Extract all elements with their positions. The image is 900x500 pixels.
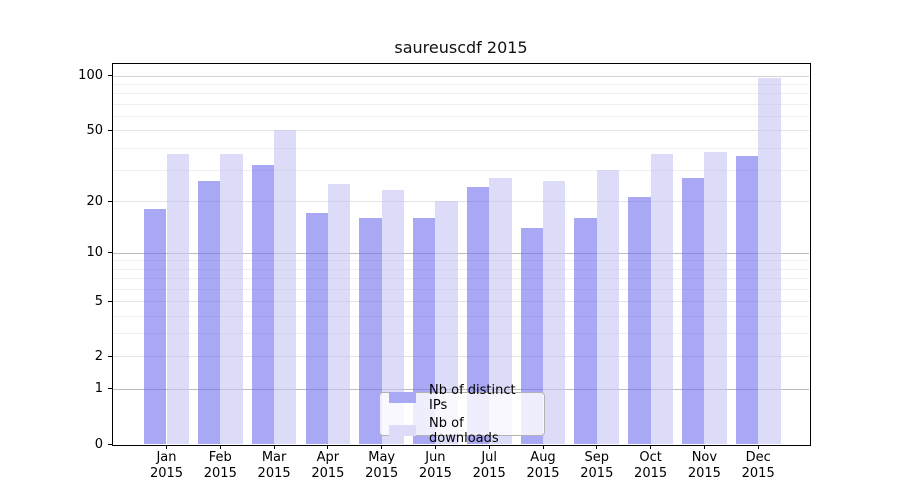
bar-downloads-jun — [435, 201, 458, 444]
gridline-3 — [113, 333, 809, 335]
x-tick-label-aug: Aug 2015 — [526, 450, 560, 481]
x-tick-mark-apr — [327, 445, 329, 449]
bar-ips-mar — [251, 165, 275, 444]
bar-ips-feb — [197, 181, 221, 444]
y-tick-label-1: 1 — [94, 381, 103, 397]
x-tick-label-mar: Mar 2015 — [257, 450, 291, 481]
bar-ips-jan — [144, 209, 167, 444]
bar-ips-dec — [735, 155, 759, 444]
bar-downloads-aug — [543, 181, 566, 444]
bar-ips-jun — [413, 217, 436, 444]
chart-title: saureuscdf 2015 — [394, 38, 528, 57]
legend: Nb of distinct IPs Nb of downloads — [379, 383, 545, 446]
x-tick-mark-aug — [542, 445, 544, 449]
gridline-50 — [113, 130, 809, 132]
y-tick-label-2: 2 — [94, 348, 103, 364]
y-tick-mark-100 — [108, 75, 113, 77]
y-tick-mark-2 — [108, 355, 113, 357]
x-tick-label-jul: Jul 2015 — [472, 450, 506, 481]
x-tick-label-sep: Sep 2015 — [580, 450, 614, 481]
x-tick-label-dec: Dec 2015 — [741, 450, 775, 481]
gridline-6 — [113, 288, 809, 290]
bar-ips-aug — [520, 227, 543, 444]
y-tick-mark-0 — [108, 443, 113, 445]
x-tick-label-oct: Oct 2015 — [634, 450, 668, 481]
legend-swatch-downloads — [389, 425, 416, 436]
legend-label-ips: Nb of distinct IPs — [429, 382, 516, 413]
legend-item-downloads: Nb of downloads — [389, 416, 535, 446]
bar-downloads-sep — [596, 170, 620, 444]
bar-downloads-nov — [704, 151, 727, 444]
x-tick-mark-jul — [488, 445, 490, 449]
bar-ips-sep — [574, 217, 597, 444]
gridline-1 — [113, 388, 809, 390]
y-tick-mark-50 — [108, 129, 113, 131]
legend-item-ips: Nb of distinct IPs — [389, 383, 535, 413]
y-tick-mark-5 — [108, 300, 113, 302]
gridline-70 — [113, 103, 809, 105]
bar-downloads-may — [381, 190, 405, 444]
x-tick-mark-jun — [434, 445, 436, 449]
gridline-4 — [113, 315, 809, 317]
gridline-2 — [113, 356, 809, 358]
x-tick-label-feb: Feb 2015 — [203, 450, 237, 481]
bar-ips-jul — [466, 187, 490, 444]
gridline-20 — [113, 201, 809, 202]
y-tick-label-10: 10 — [86, 245, 103, 261]
y-tick-mark-1 — [108, 388, 113, 390]
x-tick-mark-nov — [703, 445, 705, 449]
gridline-8 — [113, 268, 809, 270]
legend-label-downloads: Nb of downloads — [429, 415, 499, 446]
x-tick-label-may: May 2015 — [365, 450, 399, 481]
bar-downloads-jan — [166, 153, 189, 444]
gridline-40 — [113, 147, 809, 149]
y-tick-mark-10 — [108, 252, 113, 254]
y-tick-label-100: 100 — [78, 68, 103, 84]
gridline-10 — [113, 252, 809, 254]
y-tick-label-50: 50 — [86, 122, 103, 138]
gridline-5 — [113, 301, 809, 302]
bar-downloads-feb — [220, 153, 243, 444]
legend-swatch-ips — [389, 392, 416, 403]
x-tick-mark-oct — [650, 445, 652, 449]
x-tick-label-nov: Nov 2015 — [687, 450, 721, 481]
y-tick-mark-20 — [108, 200, 113, 202]
bar-downloads-mar — [274, 130, 297, 444]
y-tick-label-20: 20 — [86, 193, 103, 209]
y-tick-label-5: 5 — [94, 293, 103, 309]
x-tick-mark-jan — [166, 445, 167, 449]
x-tick-mark-feb — [219, 445, 221, 449]
gridline-9 — [113, 260, 809, 262]
gridline-7 — [113, 278, 809, 280]
y-tick-label-0: 0 — [94, 436, 103, 452]
bar-ips-oct — [628, 197, 651, 444]
bar-downloads-oct — [650, 153, 673, 444]
bar-ips-apr — [305, 213, 328, 444]
gridline-90 — [113, 84, 809, 85]
bar-ips-nov — [682, 178, 705, 444]
x-tick-mark-dec — [757, 445, 759, 449]
x-tick-mark-sep — [596, 445, 598, 449]
x-tick-mark-may — [381, 445, 383, 449]
x-tick-label-jan: Jan 2015 — [149, 450, 184, 481]
gridline-80 — [113, 93, 809, 95]
bar-downloads-dec — [758, 78, 781, 444]
gridline-30 — [113, 170, 809, 171]
x-tick-label-apr: Apr 2015 — [311, 450, 345, 481]
gridline-60 — [113, 115, 809, 117]
x-tick-mark-mar — [273, 445, 275, 449]
bar-downloads-jul — [489, 178, 512, 444]
bar-ips-may — [359, 217, 382, 444]
bar-downloads-apr — [327, 184, 351, 444]
x-tick-label-jun: Jun 2015 — [418, 450, 452, 481]
gridline-100 — [113, 75, 809, 77]
